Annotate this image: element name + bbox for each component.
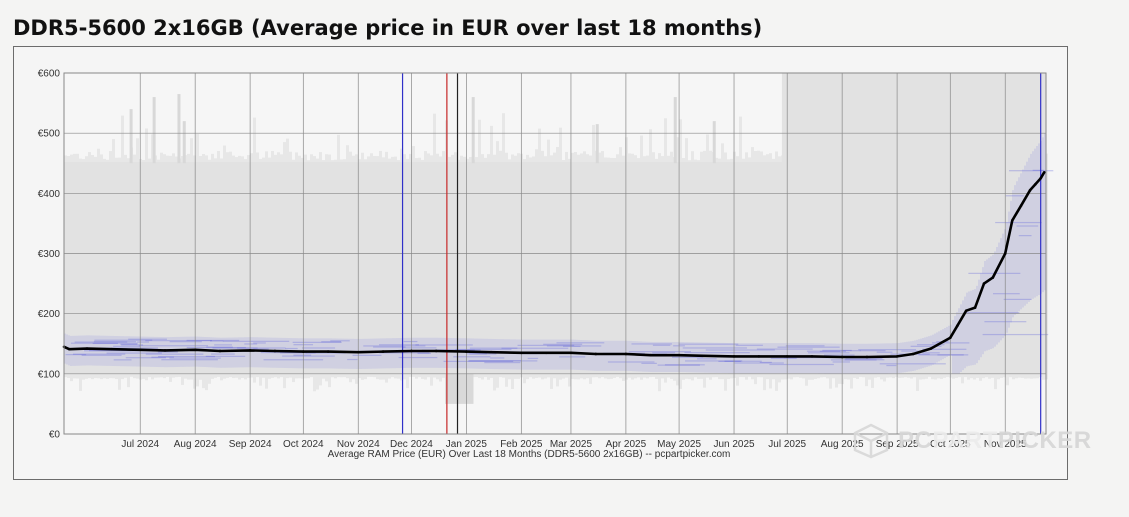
price-point [911, 352, 915, 356]
y-tick-label: €600 [38, 69, 61, 80]
price-point [973, 306, 977, 309]
price-point [757, 355, 761, 358]
x-tick-label: Sep 2024 [229, 439, 272, 450]
price-point [1028, 189, 1032, 192]
x-tick-label: Aug 2025 [821, 439, 864, 450]
vertical-markers [401, 73, 1042, 434]
watermark-pc: PC [898, 427, 933, 454]
price-point [956, 324, 959, 328]
grid-lines [64, 72, 1046, 435]
pcpartpicker-logo-icon [853, 423, 889, 459]
price-point [110, 347, 114, 351]
price-point [489, 350, 493, 354]
price-point [410, 349, 413, 353]
price-point [301, 350, 305, 353]
price-point [1042, 170, 1046, 174]
price-point [1019, 204, 1023, 207]
price-point [624, 352, 628, 356]
price-point [785, 355, 789, 358]
price-point [702, 354, 706, 358]
price-point [732, 355, 736, 358]
price-point [1003, 252, 1007, 255]
x-tick-label: Jul 2024 [121, 439, 159, 450]
x-tick-label: Dec 2024 [390, 439, 433, 450]
watermark-part: PART [932, 427, 998, 454]
price-point [991, 276, 995, 279]
y-tick-label: €0 [49, 430, 61, 441]
price-point [218, 349, 222, 353]
x-axis-label: Average RAM Price (EUR) Over Last 18 Mon… [328, 449, 731, 460]
price-point [544, 351, 548, 355]
price-point [356, 350, 360, 354]
price-point [1039, 176, 1042, 180]
price-point [326, 350, 330, 353]
chart-frame: €0 €100 €200 €300 €400 €500 €600 Jul 2024 Aug 2… [13, 46, 1091, 480]
x-tick-label: Aug 2024 [174, 439, 217, 450]
price-point [85, 347, 89, 350]
watermark: PCPARTPICKER [852, 423, 1092, 459]
price-point [964, 309, 968, 312]
price-point [68, 347, 71, 351]
series-line-layer [62, 170, 1046, 359]
price-point [193, 348, 197, 352]
price-range-background [64, 73, 1048, 404]
x-tick-label: May 2025 [657, 439, 701, 450]
price-point [434, 349, 438, 353]
price-point [895, 355, 899, 358]
price-line [63, 171, 1046, 359]
x-tick-label: Jan 2025 [446, 439, 488, 450]
x-tick-label: Nov 2025 [984, 439, 1027, 450]
y-tick-label: €500 [38, 129, 61, 140]
price-point [649, 353, 653, 357]
price-point [138, 348, 142, 352]
page-title: DDR5-5600 2x16GB (Average price in EUR o… [13, 16, 763, 40]
price-point [1011, 219, 1014, 222]
price-point [982, 282, 986, 285]
price-point [594, 352, 598, 356]
y-tick-label: €400 [38, 189, 61, 200]
price-point [810, 355, 814, 358]
price-point [840, 355, 844, 359]
y-tick-label: €100 [38, 369, 61, 380]
watermark-picker: PICKER [997, 427, 1092, 454]
price-point [465, 350, 468, 353]
price-point [381, 350, 385, 353]
y-tick-labels: €0 €100 €200 €300 €400 €500 €600 [38, 69, 61, 441]
x-tick-label: Nov 2024 [337, 439, 380, 450]
price-point [677, 353, 681, 357]
x-tick-label: Oct 2024 [283, 439, 324, 450]
price-point [865, 355, 869, 359]
price-point [248, 349, 252, 352]
x-tick-label: Apr 2025 [606, 439, 647, 450]
price-point [929, 347, 933, 350]
price-point [1034, 183, 1037, 186]
price-point [163, 349, 167, 352]
plot-border [63, 72, 1047, 435]
x-tick-label: Oct 2025 [930, 439, 971, 450]
price-chart: €0 €100 €200 €300 €400 €500 €600 Jul 2024 Aug 2… [38, 69, 1054, 460]
x-tick-label: Mar 2025 [550, 439, 593, 450]
price-point [520, 351, 523, 355]
price-point [569, 351, 573, 355]
x-tick-label: Feb 2025 [500, 439, 543, 450]
x-tick-labels: Jul 2024 Aug 2024 Sep 2024 Oct 2024 Nov 2024… [121, 439, 1027, 450]
price-point [948, 336, 952, 340]
x-tick-label: Sep 2025 [876, 439, 919, 450]
y-tick-label: €300 [38, 249, 61, 260]
price-point [273, 349, 277, 353]
x-tick-label: Jun 2025 [713, 439, 755, 450]
watermark-text: PCPARTPICKER [898, 427, 1092, 455]
x-tick-label: Jul 2025 [768, 439, 806, 450]
y-tick-label: €200 [38, 309, 61, 320]
